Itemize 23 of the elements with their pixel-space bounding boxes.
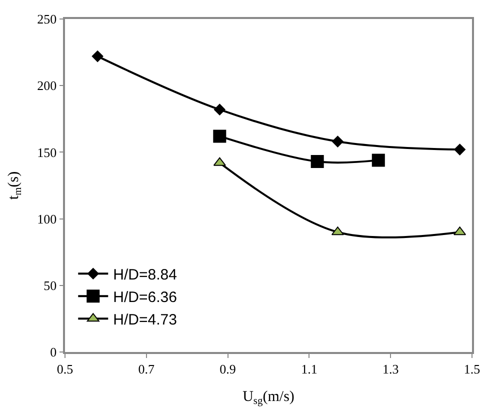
point [372,154,385,167]
x-tick-label: 0.7 [138,361,156,376]
legend-label: H/D=4.73 [113,311,177,328]
y-tick-label: 250 [37,12,57,27]
x-tick-label: 1.1 [301,361,318,376]
x-tick-label: 0.5 [56,361,74,376]
y-tick-label: 50 [44,278,57,293]
x-tick-label: 1.5 [464,361,480,376]
legend-label: H/D=6.36 [113,288,177,306]
y-tick-label: 0 [50,344,57,360]
point [332,136,344,148]
x-tick-label: 1.3 [382,361,399,376]
point [310,155,324,168]
y-tick-label: 100 [37,211,57,226]
point [454,144,466,156]
point [214,104,226,116]
legend-label: H/D=8.84 [113,266,177,284]
point [92,50,104,62]
x-tick-label: 0.9 [220,361,236,376]
x-axis-title: U$_{sg}$(m/s) [242,388,294,407]
point [213,130,226,143]
y-tick-label: 150 [37,144,57,160]
y-tick-label: 200 [37,78,57,94]
